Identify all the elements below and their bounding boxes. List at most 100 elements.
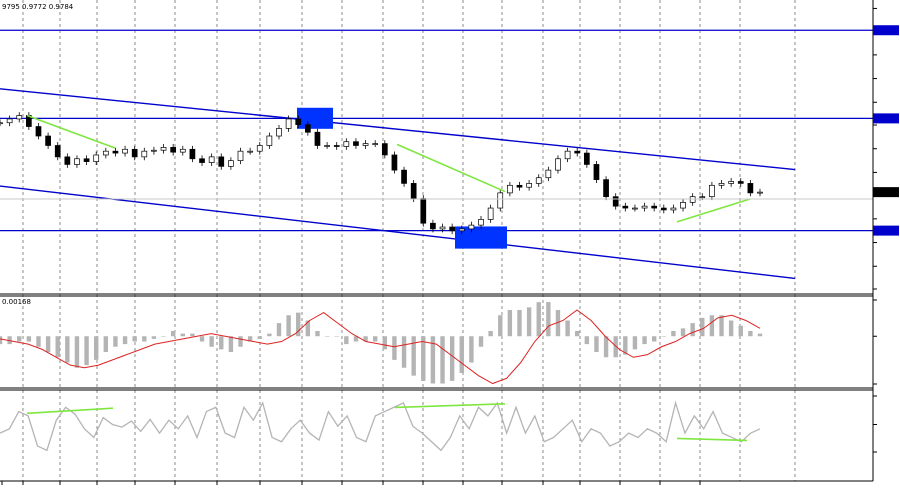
- macd-bar: [748, 330, 753, 337]
- macd-bar: [267, 333, 272, 337]
- macd-bar: [738, 325, 743, 337]
- candle-body: [266, 135, 273, 146]
- candle-body: [622, 205, 629, 209]
- candle-body: [535, 177, 542, 184]
- macd-bar: [603, 336, 609, 358]
- candle-body: [6, 118, 13, 124]
- macd-bar: [17, 336, 22, 342]
- candle-body: [487, 207, 494, 220]
- macd-bar: [449, 336, 455, 381]
- candle-body: [478, 219, 484, 226]
- candle-body: [74, 158, 80, 165]
- macd-bar: [238, 336, 243, 347]
- macd-bar: [623, 336, 628, 355]
- oscillator-divergence-0: [26, 407, 114, 415]
- candle-body: [381, 143, 388, 156]
- ohlc-readout: 9795 0.9772 0.9784: [2, 3, 74, 11]
- price-divergence-1: [396, 143, 506, 193]
- macd-bar: [594, 336, 599, 353]
- highlight-zones[interactable]: [297, 107, 507, 249]
- macd-bar: [478, 336, 484, 347]
- time-axis: [1, 481, 701, 485]
- macd-panel[interactable]: [0, 302, 763, 385]
- candle-body: [709, 184, 715, 198]
- regression-channel[interactable]: [0, 88, 796, 280]
- macd-bar: [728, 320, 734, 337]
- macd-title: 0.00168: [2, 298, 31, 306]
- channel-line-upper: [0, 88, 796, 171]
- candle-body: [507, 184, 513, 194]
- macd-bar: [45, 336, 51, 353]
- candle-body: [189, 148, 196, 160]
- candle-body: [689, 196, 696, 203]
- macd-bar: [719, 315, 724, 337]
- candle-body: [160, 147, 167, 151]
- macd-bar: [113, 336, 118, 347]
- macd-bar: [546, 302, 551, 337]
- zone-box-0: [297, 107, 333, 129]
- macd-bar: [142, 336, 147, 342]
- oscillator-divergence-lines[interactable]: [26, 403, 748, 442]
- macd-signal-line: [0, 309, 761, 385]
- candle-body: [141, 150, 148, 158]
- candle-body: [458, 228, 465, 232]
- macd-bar: [84, 336, 89, 366]
- oscillator-panel[interactable]: [0, 400, 761, 452]
- candle-body: [574, 150, 581, 154]
- macd-bar: [276, 323, 282, 337]
- candle-body: [333, 145, 340, 147]
- candlestick-series: [0, 112, 763, 235]
- macd-bar: [507, 309, 513, 337]
- macd-bar: [411, 336, 416, 376]
- macd-bar: [584, 336, 590, 345]
- macd-bar: [401, 336, 407, 368]
- price-divergence-0: [26, 114, 116, 149]
- candle-body: [237, 150, 244, 162]
- macd-bar: [440, 336, 445, 384]
- candle-body: [757, 191, 763, 194]
- candle-body: [45, 135, 51, 146]
- macd-bar: [257, 336, 262, 339]
- level-tag-1-box: [873, 113, 899, 124]
- macd-bar: [372, 336, 378, 342]
- current-price-tag-box: [873, 187, 899, 198]
- level-tag-2-box: [873, 225, 899, 236]
- candle-body: [497, 192, 504, 209]
- macd-bar: [363, 336, 368, 342]
- macd-bar: [190, 333, 195, 337]
- candle-body: [314, 131, 321, 146]
- macd-bar: [26, 336, 32, 342]
- macd-bar: [498, 315, 503, 337]
- macd-bar: [382, 336, 388, 350]
- candle-body: [122, 148, 128, 154]
- candle-body: [439, 226, 446, 230]
- macd-bar: [334, 336, 339, 337]
- oscillator-divergence-1: [394, 403, 506, 409]
- macd-bar: [690, 323, 695, 337]
- price-panel[interactable]: [0, 29, 873, 280]
- macd-bar: [421, 336, 426, 381]
- macd-bar: [469, 336, 474, 363]
- candle-body: [747, 183, 754, 194]
- macd-bar: [575, 330, 580, 337]
- candle-body: [420, 198, 427, 224]
- macd-bar: [661, 336, 666, 337]
- macd-bar: [170, 330, 176, 337]
- candle-body: [256, 145, 263, 152]
- macd-bar: [65, 336, 70, 363]
- macd-bar: [296, 312, 301, 337]
- macd-bar: [219, 336, 224, 350]
- macd-bar: [555, 309, 561, 337]
- macd-bar: [757, 333, 763, 337]
- candle-body: [728, 181, 734, 184]
- macd-bar: [671, 330, 676, 337]
- price-divergence-lines[interactable]: [26, 114, 751, 223]
- candle-body: [593, 164, 600, 180]
- candle-body: [324, 145, 330, 147]
- macd-bar: [344, 336, 349, 345]
- macd-bar: [305, 320, 311, 337]
- macd-bar: [642, 336, 647, 345]
- horizontal-levels[interactable]: [0, 29, 873, 232]
- candle-body: [391, 154, 398, 171]
